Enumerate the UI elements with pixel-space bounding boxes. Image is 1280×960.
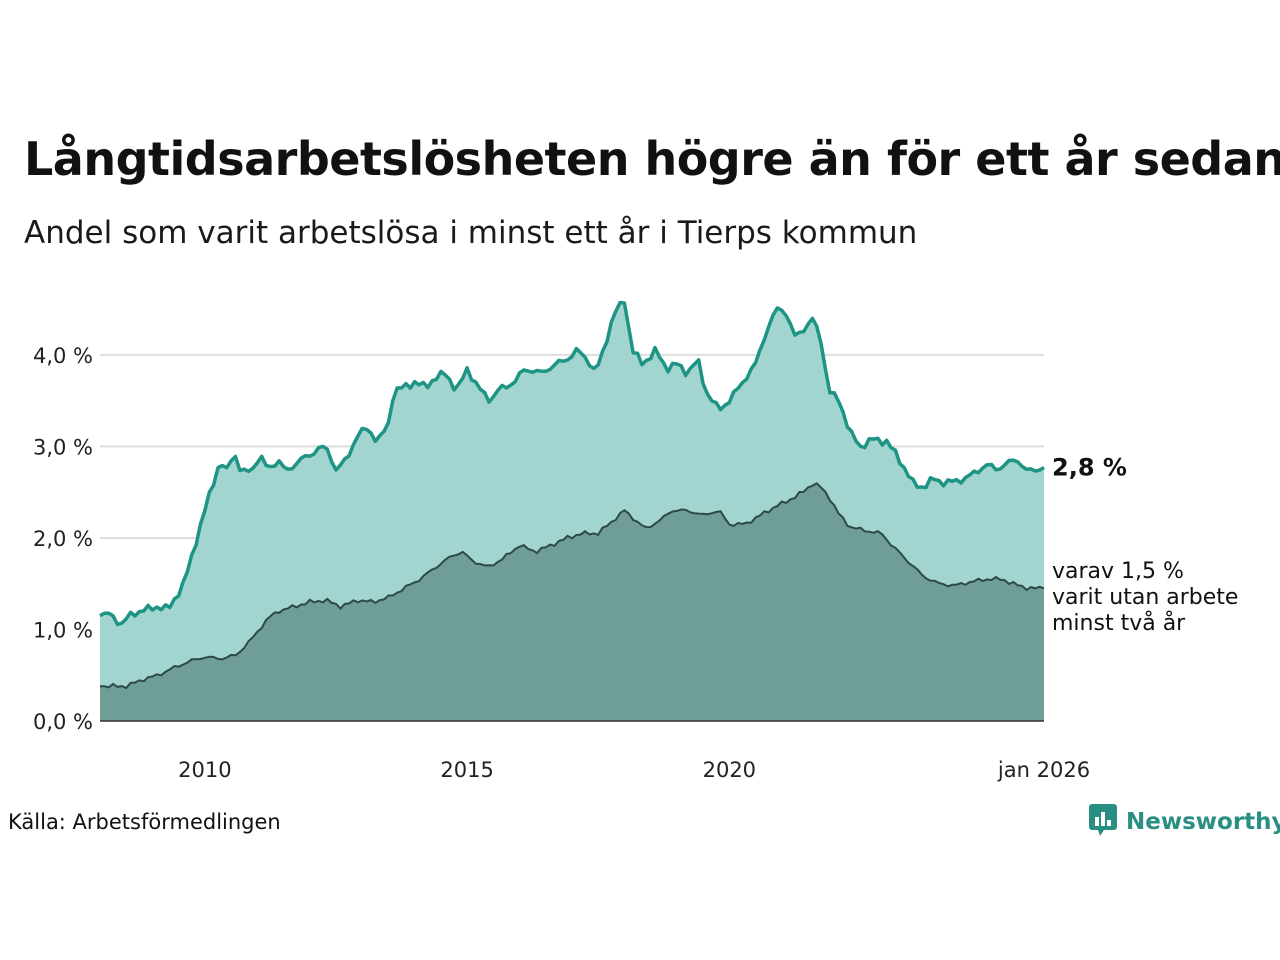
x-axis-ticks: 2010 2015 2020 jan 2026 (178, 758, 1090, 782)
newsworthy-logo-icon (1088, 803, 1118, 841)
line-two-year-unemployed (100, 482, 1045, 690)
area-two-year-unemployed (100, 483, 1044, 721)
annotation-line: varit utan arbete (1052, 585, 1238, 610)
end-value-label: 2,8 % (1052, 453, 1127, 481)
y-axis-ticks: 0,0 % 1,0 % 2,0 % 3,0 % 4,0 % (33, 344, 93, 734)
y-tick-label: 3,0 % (33, 435, 93, 459)
page-title: Långtidsarbetslösheten högre än för ett … (24, 132, 1280, 186)
y-tick-label: 4,0 % (33, 344, 93, 368)
subtitle: Andel som varit arbetslösa i minst ett å… (24, 215, 918, 251)
x-tick-label: 2010 (178, 758, 231, 782)
x-tick-label: 2015 (440, 758, 493, 782)
source-note: Källa: Arbetsförmedlingen (8, 810, 281, 834)
annotation-line: minst två år (1052, 610, 1186, 636)
annotation-line: varav 1,5 % (1052, 559, 1184, 584)
line-total-unemployed (99, 300, 1045, 627)
x-tick-label: 2020 (703, 758, 756, 782)
x-tick-label: jan 2026 (997, 758, 1090, 782)
y-tick-label: 0,0 % (33, 710, 93, 734)
newsworthy-brand[interactable]: Newsworthy (1088, 803, 1280, 841)
brand-name: Newsworthy (1126, 809, 1280, 835)
y-tick-label: 2,0 % (33, 527, 93, 551)
y-tick-label: 1,0 % (33, 618, 93, 642)
